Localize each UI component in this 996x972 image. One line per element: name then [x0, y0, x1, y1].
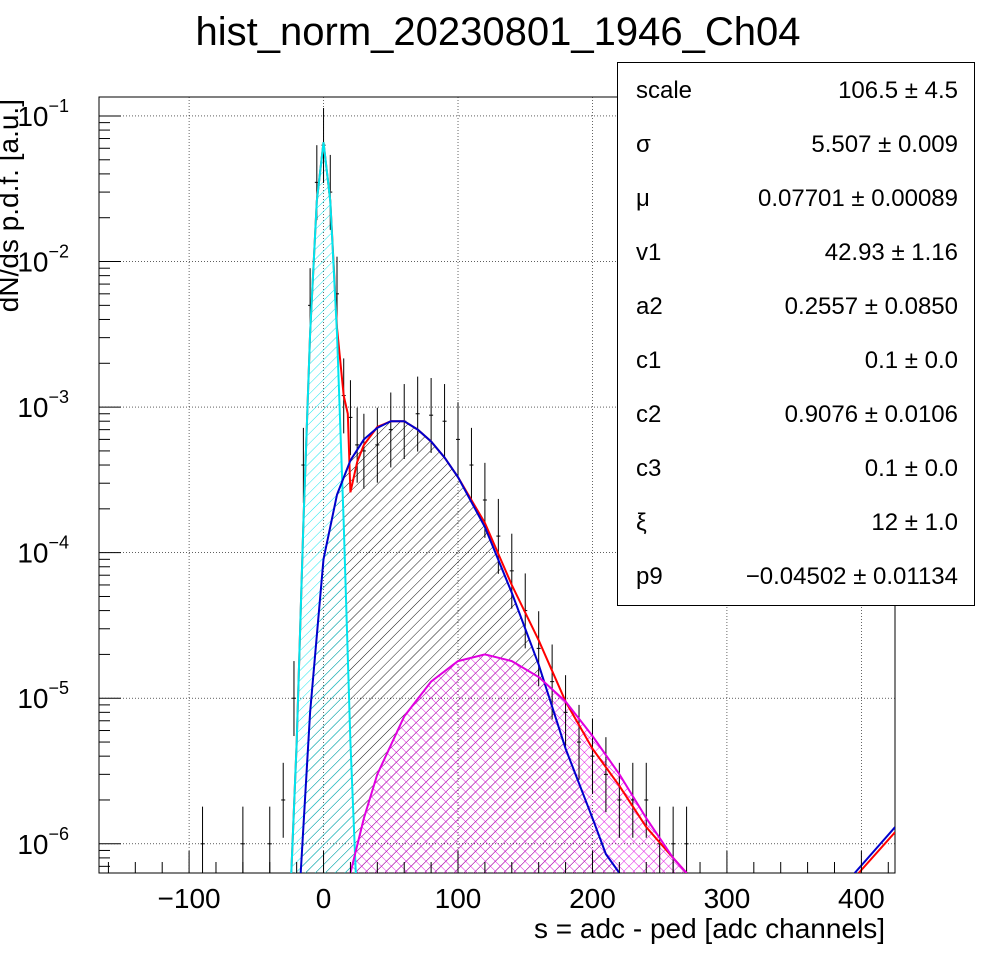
data-point: [509, 533, 514, 609]
stat-value: 0.2557 ± 0.0850: [784, 293, 958, 320]
data-point: [603, 737, 608, 813]
data-point: [388, 392, 393, 468]
stat-row: c2 0.9076 ± 0.0106: [618, 387, 974, 441]
stat-row: c3 0.1 ± 0.0: [618, 441, 974, 495]
double-pe-area-crosshatch: [350, 654, 687, 873]
data-point: [281, 762, 286, 838]
stat-value: 0.1 ± 0.0: [864, 455, 958, 482]
stat-name: c3: [636, 455, 662, 482]
tail-fit-line: [857, 831, 895, 873]
stat-row: scale 106.5 ± 4.5: [618, 63, 974, 117]
plot-area: [200, 108, 895, 873]
data-point: [456, 402, 461, 478]
data-point: [200, 806, 205, 873]
data-point: [240, 806, 245, 873]
stat-value: 0.1 ± 0.0: [864, 347, 958, 374]
stat-row: σ 5.507 ± 0.009: [618, 117, 974, 171]
y-tick-label: 10−6: [17, 824, 69, 860]
data-point: [267, 806, 272, 873]
x-tick-label: 200: [569, 883, 616, 914]
stat-name: a2: [636, 293, 663, 320]
chart-title: hist_norm_20230801_1946_Ch04: [195, 10, 801, 54]
pedestal-area: [291, 142, 356, 873]
stat-value: −0.04502 ± 0.01134: [745, 563, 958, 590]
x-tick-label: 300: [704, 883, 751, 914]
stat-row: c1 0.1 ± 0.0: [618, 333, 974, 387]
stat-value: 0.9076 ± 0.0106: [784, 401, 958, 428]
data-point: [469, 427, 474, 503]
data-point: [563, 675, 568, 751]
stat-name: σ: [636, 131, 651, 158]
y-tick-label: 10−5: [17, 678, 69, 714]
stat-row: v1 42.93 ± 1.16: [618, 225, 974, 279]
y-axis-label: dN/ds p.d.f. [a.u.]: [0, 99, 24, 312]
x-axis-label: s = adc - ped [adc channels]: [534, 913, 885, 944]
data-point: [442, 384, 447, 460]
stat-name: μ: [636, 185, 650, 212]
stat-row: p9 −0.04502 ± 0.01134: [618, 549, 974, 603]
stat-row: μ 0.07701 ± 0.00089: [618, 171, 974, 225]
data-point: [355, 407, 360, 483]
stat-value: 42.93 ± 1.16: [824, 239, 958, 266]
pedestal-line: [290, 142, 357, 873]
single-pe-line: [299, 420, 621, 873]
y-tick-label: 10−2: [17, 242, 69, 278]
stat-value: 0.07701 ± 0.00089: [757, 185, 958, 212]
data-point: [590, 718, 595, 794]
data-point: [415, 376, 420, 452]
data-point: [348, 380, 353, 456]
stat-row: a2 0.2557 ± 0.0850: [618, 279, 974, 333]
y-tick-label: 10−1: [17, 96, 69, 132]
x-tick-label: 0: [316, 883, 332, 914]
stat-name: scale: [636, 77, 693, 104]
double-pe-line: [349, 653, 688, 873]
data-point: [684, 806, 689, 873]
y-tick-label: 10−3: [17, 387, 69, 423]
y-tick-label: 10−4: [17, 533, 69, 569]
stat-name: v1: [636, 239, 662, 266]
data-point: [671, 806, 676, 873]
x-tick-label: −100: [158, 883, 221, 914]
stat-value: 5.507 ± 0.009: [811, 131, 958, 158]
x-tick-label: 100: [435, 883, 482, 914]
x-tick-label: 400: [838, 883, 885, 914]
stat-value: 12 ± 1.0: [871, 509, 958, 536]
stat-name: c1: [636, 347, 662, 374]
data-point: [644, 762, 649, 838]
stat-row: ξ 12 ± 1.0: [618, 495, 974, 549]
stat-name: c2: [636, 401, 662, 428]
data-point: [536, 611, 541, 687]
stat-value: 106.5 ± 4.5: [838, 77, 958, 104]
data-point: [291, 661, 296, 737]
fit-stats-box: scale 106.5 ± 4.5 σ 5.507 ± 0.009 μ 0.07701 ±…: [617, 62, 975, 606]
stat-name: p9: [636, 563, 663, 590]
stat-name: ξ: [636, 509, 647, 536]
data-point: [375, 407, 380, 483]
